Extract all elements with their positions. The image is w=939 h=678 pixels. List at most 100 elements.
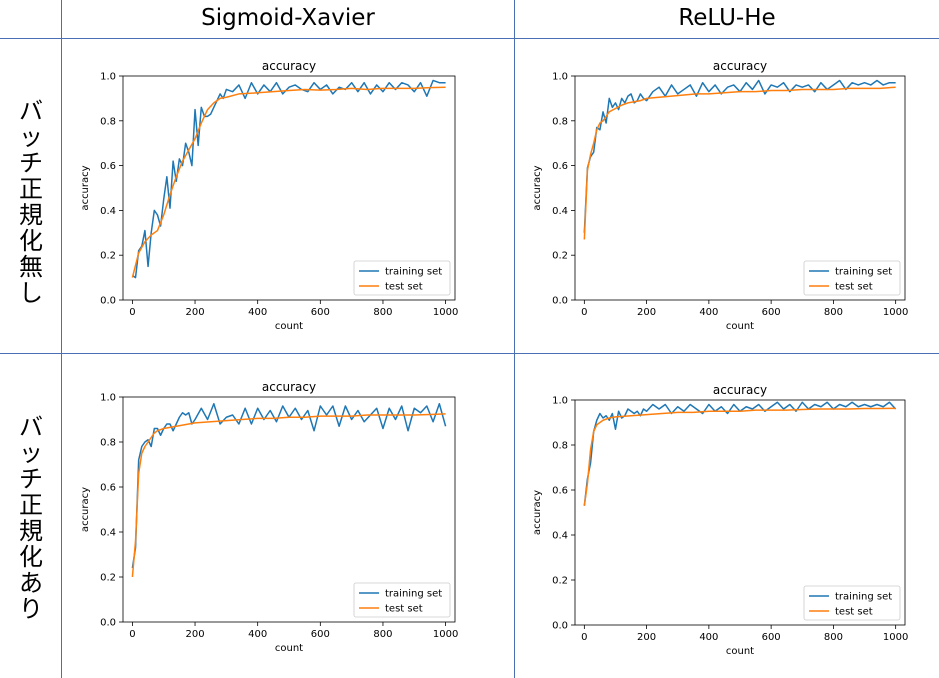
x-tick-label: 400 (248, 629, 267, 640)
y-tick-label: 0.2 (552, 576, 568, 587)
row-header-char: チ (19, 465, 43, 493)
x-axis-label: count (275, 321, 303, 332)
test-set-line (131, 86, 446, 278)
y-axis-label: accuracy (532, 165, 543, 210)
test-set-line (131, 413, 446, 578)
x-tick-label: 1000 (433, 629, 458, 640)
grid-line-middle (514, 0, 515, 678)
y-tick-label: 1.0 (552, 72, 568, 83)
chart-sigmoid-xavier-with-batchnorm: accuracy 0.0 0.2 0.4 0.6 0.8 1.0 0 200 400 600 800 1… (80, 380, 458, 654)
y-axis-label: accuracy (80, 487, 91, 532)
y-tick-label: 0.6 (552, 486, 568, 497)
chart-title: accuracy (713, 59, 767, 73)
legend-label: test set (385, 282, 423, 293)
x-tick-label: 200 (637, 632, 656, 643)
x-tick-label: 600 (311, 629, 330, 640)
test-set-line (583, 86, 896, 240)
y-tick-label: 0.2 (552, 251, 568, 262)
test-set-line (583, 407, 896, 506)
x-tick-label: 800 (824, 307, 843, 318)
x-tick-label: 1000 (883, 632, 908, 643)
x-axis-label: count (275, 643, 303, 654)
x-tick-label: 200 (185, 629, 204, 640)
row-header-no-batchnorm: バッチ正規化無し (0, 98, 62, 306)
y-tick-label: 0.2 (100, 573, 116, 584)
plot-frame (574, 399, 906, 626)
row-header-char: チ (19, 149, 43, 177)
y-axis-label: accuracy (80, 165, 91, 210)
x-tick-label: 400 (699, 632, 718, 643)
y-tick-label: 0.4 (552, 531, 568, 542)
x-tick-label: 0 (581, 632, 587, 643)
row-header-char: 正 (19, 175, 43, 203)
y-tick-label: 0.8 (552, 441, 568, 452)
x-tick-label: 400 (699, 307, 718, 318)
legend-label: test set (835, 282, 873, 293)
y-tick-label: 0.6 (100, 161, 116, 172)
row-header-char: ッ (19, 123, 43, 151)
chart-sigmoid-xavier-no-batchnorm: accuracy 0.0 0.2 0.4 0.6 0.8 1.0 0 200 400 600 800 1… (80, 59, 458, 332)
x-tick-label: 0 (129, 629, 135, 640)
row-header-char: バ (19, 97, 43, 125)
training-set-line (583, 401, 897, 506)
row-header-with-batchnorm: バッチ正規化あり (0, 414, 62, 622)
y-tick-label: 0.8 (552, 116, 568, 127)
x-tick-label: 0 (129, 307, 135, 318)
x-axis-label: count (726, 646, 754, 657)
x-tick-label: 1000 (883, 307, 908, 318)
y-tick-label: 0.8 (100, 116, 116, 127)
row-header-char: バ (19, 413, 43, 441)
legend-label: test set (385, 604, 423, 615)
y-tick-label: 0.0 (552, 296, 568, 307)
chart-title: accuracy (262, 59, 316, 73)
x-tick-label: 400 (248, 307, 267, 318)
chart-title: accuracy (262, 380, 316, 394)
chart-relu-he-with-batchnorm: accuracy 0.0 0.2 0.4 0.6 0.8 1.0 0 200 400 600 800 1… (532, 383, 908, 657)
y-tick-label: 0.0 (100, 296, 116, 307)
row-header-char: ッ (19, 439, 43, 467)
y-tick-label: 0.0 (100, 618, 116, 629)
y-tick-label: 0.6 (100, 483, 116, 494)
row-header-char: あ (19, 569, 43, 597)
x-tick-label: 600 (762, 632, 781, 643)
x-tick-label: 200 (637, 307, 656, 318)
row-header-char: 規 (19, 517, 43, 545)
y-tick-label: 1.0 (100, 393, 116, 404)
column-header-relu-he: ReLU-He (678, 5, 776, 31)
row-header-char: し (19, 279, 43, 307)
y-axis-label: accuracy (532, 490, 543, 535)
x-tick-label: 200 (185, 307, 204, 318)
y-tick-label: 1.0 (100, 72, 116, 83)
row-header-char: 正 (19, 491, 43, 519)
chart-title: accuracy (713, 383, 767, 397)
grid-line-left (61, 0, 62, 678)
legend-label: training set (835, 267, 892, 278)
plot-frame (574, 75, 906, 301)
x-tick-label: 1000 (433, 307, 458, 318)
row-header-char: 化 (19, 543, 43, 571)
legend-label: training set (835, 592, 892, 603)
plot-frame (122, 396, 456, 623)
training-set-line (583, 79, 896, 233)
x-tick-label: 600 (311, 307, 330, 318)
y-tick-label: 0.8 (100, 438, 116, 449)
chart-relu-he-no-batchnorm: accuracy 0.0 0.2 0.4 0.6 0.8 1.0 0 200 400 600 800 1… (532, 59, 908, 332)
row-header-char: 化 (19, 227, 43, 255)
row-header-char: 規 (19, 201, 43, 229)
row-header-char: り (19, 595, 43, 623)
column-header-sigmoid-xavier: Sigmoid-Xavier (201, 5, 375, 31)
x-axis-label: count (726, 321, 754, 332)
x-tick-label: 800 (373, 629, 392, 640)
x-tick-label: 0 (581, 307, 587, 318)
y-tick-label: 0.2 (100, 251, 116, 262)
row-header-char: 無 (19, 253, 43, 281)
y-tick-label: 1.0 (552, 396, 568, 407)
legend-label: training set (385, 267, 442, 278)
x-tick-label: 800 (824, 632, 843, 643)
grid-line-header (0, 38, 939, 39)
legend-label: training set (385, 589, 442, 600)
grid-line-row (0, 353, 939, 354)
x-tick-label: 600 (762, 307, 781, 318)
y-tick-label: 0.0 (552, 621, 568, 632)
y-tick-label: 0.6 (552, 161, 568, 172)
